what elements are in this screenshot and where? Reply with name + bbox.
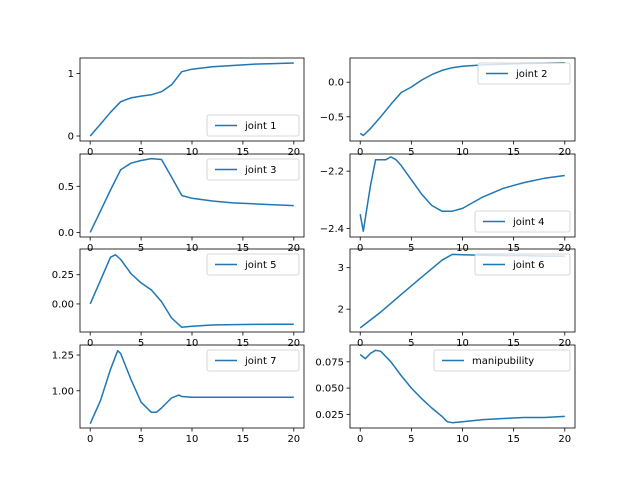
legend-box	[474, 210, 571, 233]
subplot-8: 0 5 10 15 20 0.025 0.050 0.075 manipubility	[315, 344, 576, 445]
x-tick-label: 15	[237, 243, 250, 254]
subplot-1: 0 5 10 15 20 0 1 joint 1	[68, 57, 305, 158]
x-tick-label: 20	[287, 338, 300, 349]
legend: manipubility	[433, 349, 571, 372]
x-tick-label: 0	[87, 338, 93, 349]
x-tick-label: 5	[138, 147, 144, 158]
legend-box	[433, 349, 571, 372]
series-line-1	[359, 156, 565, 233]
y-tick-label: 0.5	[58, 182, 74, 193]
subplot-6: 0 5 10 15 20 2 3 joint 6	[338, 248, 576, 349]
legend: joint 4	[474, 210, 571, 233]
x-tick-label: 20	[558, 147, 571, 158]
legend: joint 5	[206, 253, 300, 276]
subplot-4: 0 5 10 15 20 −2.4 −2.2 joint 4	[320, 153, 576, 254]
y-tick-label: 0.25	[52, 270, 74, 281]
legend-label: joint 7	[244, 356, 276, 367]
x-tick-label: 10	[456, 338, 469, 349]
y-tick-label: 0.00	[52, 299, 74, 310]
x-tick-label: 20	[287, 243, 300, 254]
x-tick-label: 15	[507, 434, 520, 445]
y-tick-label: 0.075	[315, 357, 344, 368]
y-tick-label: 1.00	[52, 386, 74, 397]
x-tick-label: 20	[558, 243, 571, 254]
subplot-2: 0 5 10 15 20 −0.5 0.0 joint 2	[320, 57, 576, 158]
x-tick-label: 15	[237, 434, 250, 445]
legend-label: joint 4	[512, 217, 544, 228]
x-tick-label: 5	[138, 434, 144, 445]
x-tick-label: 10	[186, 434, 199, 445]
legend-box	[206, 158, 300, 181]
legend-box	[206, 253, 300, 276]
x-tick-label: 15	[237, 338, 250, 349]
y-tick-label: 0.0	[328, 78, 344, 89]
legend: joint 3	[206, 158, 300, 181]
y-tick-label: 1	[68, 69, 74, 80]
x-tick-label: 20	[558, 434, 571, 445]
y-tick-label: 0.025	[315, 410, 344, 421]
legend-label: joint 1	[244, 121, 276, 132]
x-tick-label: 0	[87, 434, 93, 445]
series-line-1	[89, 62, 294, 137]
y-tick-label: 0	[68, 132, 74, 143]
legend-label: manipubility	[472, 356, 534, 367]
y-tick-label: −0.5	[320, 112, 344, 123]
x-tick-label: 0	[87, 147, 93, 158]
y-tick-label: 2	[338, 305, 344, 316]
legend-label: joint 6	[512, 260, 544, 271]
x-tick-label: 15	[507, 338, 520, 349]
x-tick-label: 15	[237, 147, 250, 158]
x-tick-label: 0	[357, 243, 363, 254]
legend-label: joint 5	[244, 260, 276, 271]
legend-label: joint 2	[515, 69, 547, 80]
legend: joint 2	[477, 62, 571, 85]
y-tick-label: −2.4	[320, 224, 344, 235]
x-tick-label: 10	[186, 243, 199, 254]
legend: joint 1	[206, 114, 300, 137]
x-tick-label: 20	[287, 434, 300, 445]
x-tick-label: 5	[408, 147, 414, 158]
subplot-3: 0 5 10 15 20 0.0 0.5 joint 3	[58, 153, 305, 254]
x-tick-label: 5	[138, 338, 144, 349]
x-tick-label: 5	[408, 434, 414, 445]
series-line-1	[89, 349, 294, 425]
x-tick-label: 20	[287, 147, 300, 158]
subplot-5: 0 5 10 15 20 0.00 0.25 joint 5	[52, 248, 305, 349]
x-tick-label: 10	[456, 147, 469, 158]
legend-box	[477, 62, 571, 85]
x-tick-label: 20	[558, 338, 571, 349]
legend: joint 6	[474, 253, 571, 276]
y-tick-label: 0.0	[58, 228, 74, 239]
x-tick-label: 5	[138, 243, 144, 254]
subplot-7: 0 5 10 15 20 1.00 1.25 joint 7	[52, 344, 305, 445]
y-tick-label: 0.050	[315, 384, 344, 395]
x-tick-label: 0	[87, 243, 93, 254]
series-line-1	[359, 349, 565, 424]
x-tick-label: 10	[456, 243, 469, 254]
legend-box	[474, 253, 571, 276]
y-tick-label: −2.2	[320, 167, 344, 178]
x-tick-label: 10	[186, 338, 199, 349]
legend-label: joint 3	[244, 165, 276, 176]
x-tick-label: 10	[456, 434, 469, 445]
x-tick-label: 0	[357, 338, 363, 349]
x-tick-label: 15	[507, 243, 520, 254]
series-line-1	[89, 254, 294, 329]
series-line-1	[89, 157, 294, 233]
y-tick-label: 3	[338, 263, 344, 274]
legend: joint 7	[206, 349, 300, 372]
x-tick-label: 5	[408, 338, 414, 349]
x-tick-label: 10	[186, 147, 199, 158]
legend-box	[206, 349, 300, 372]
legend-box	[206, 114, 300, 137]
x-tick-label: 15	[507, 147, 520, 158]
y-tick-label: 1.25	[52, 351, 74, 362]
x-tick-label: 0	[357, 434, 363, 445]
x-tick-label: 5	[408, 243, 414, 254]
x-tick-label: 0	[357, 147, 363, 158]
